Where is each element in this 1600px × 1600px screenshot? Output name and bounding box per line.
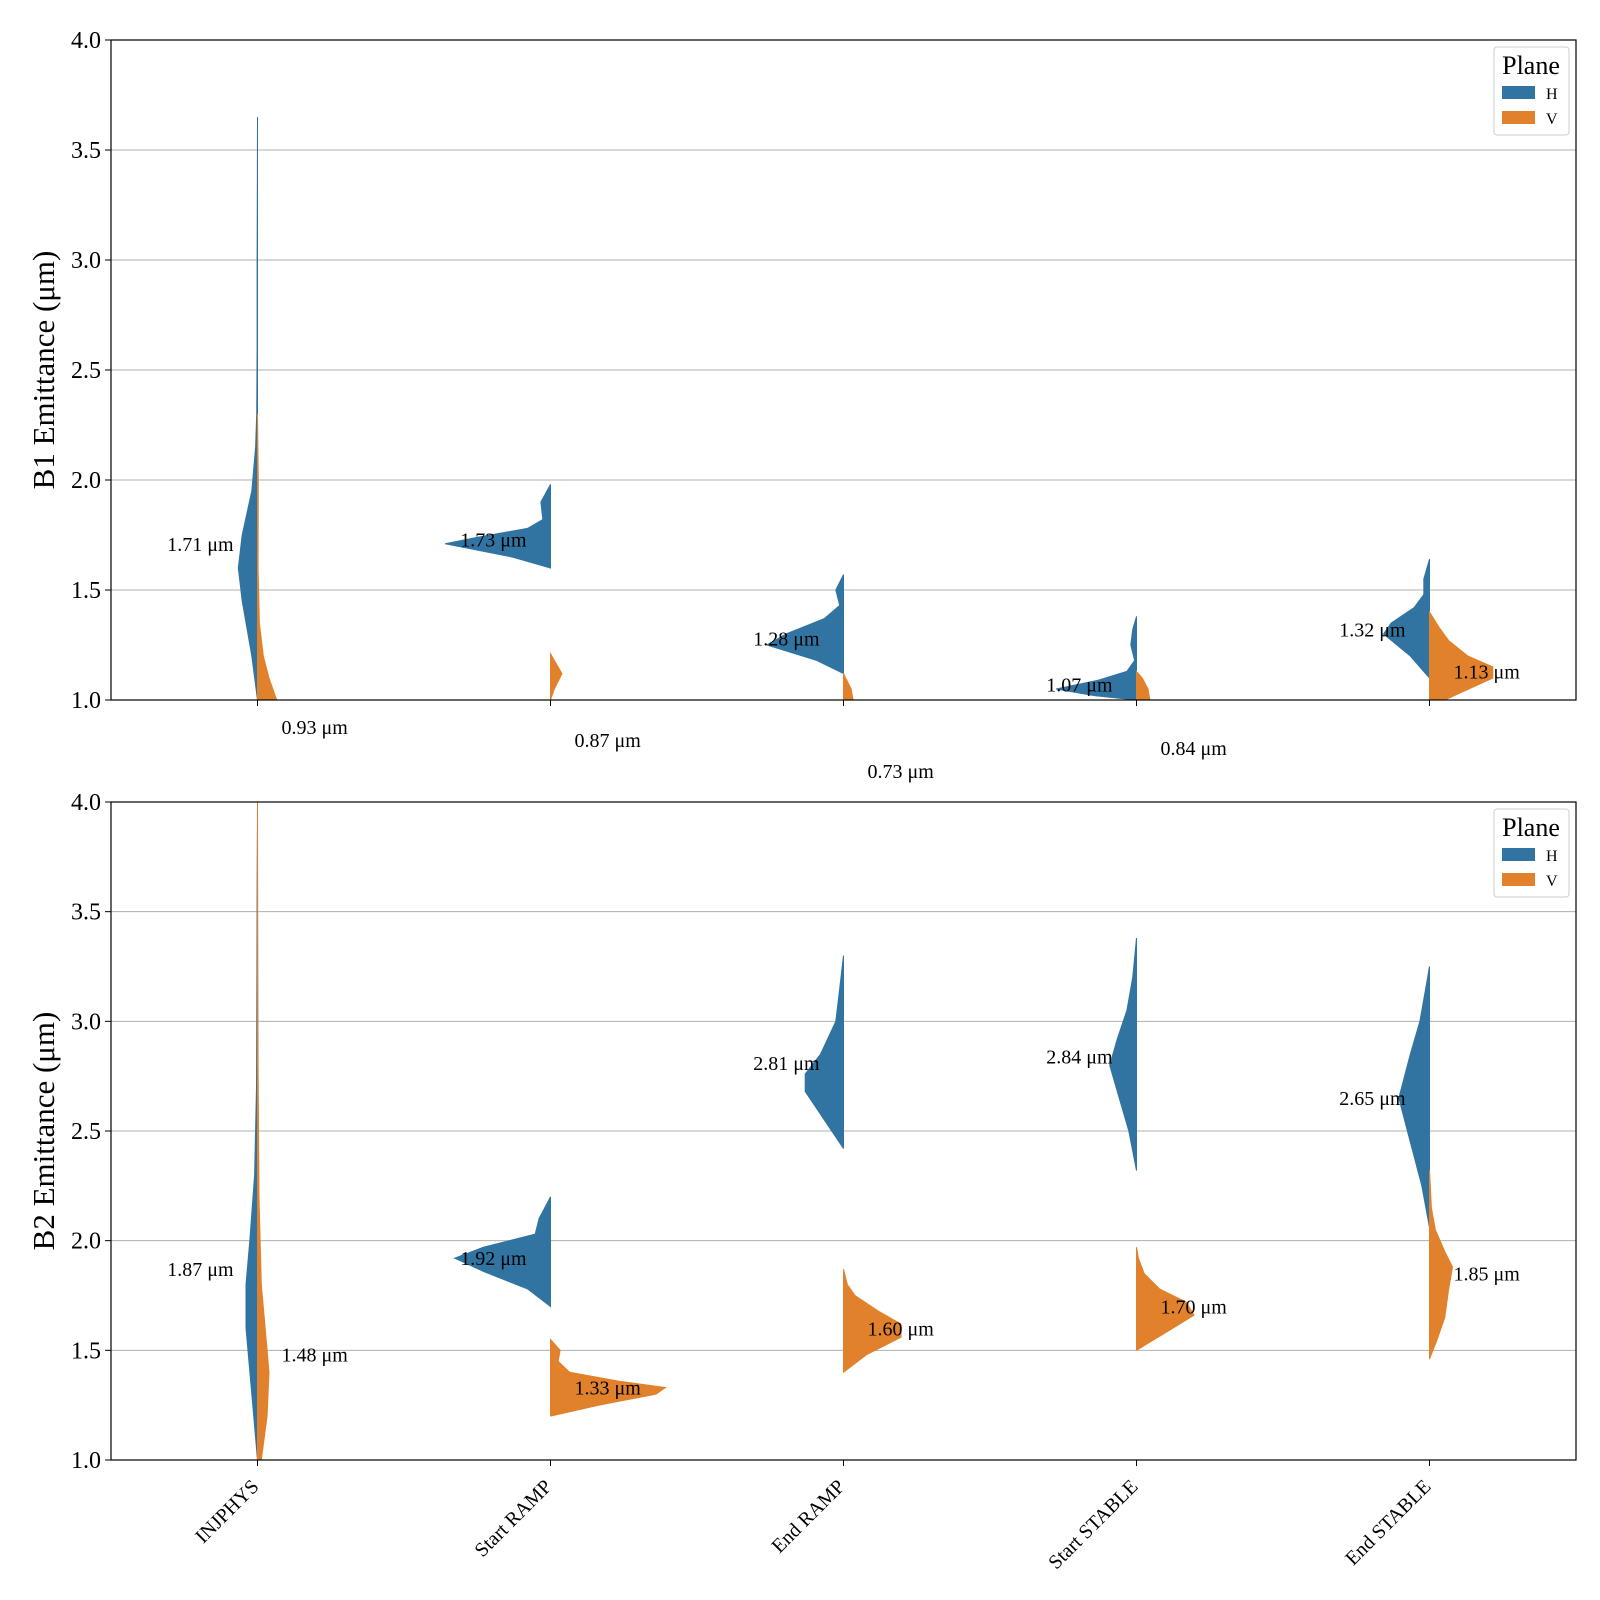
violin-h-4 [1382,559,1430,680]
violin-h-0 [237,116,258,701]
x-category-label: End RAMP [767,1476,849,1558]
y-tick-label: 1.0 [71,688,101,714]
y-tick-label: 4.0 [71,28,101,54]
median-label-v: 1.85 μm [1454,1264,1521,1286]
violin-v-1 [550,1338,667,1417]
violin-h-2 [765,574,844,675]
panel-b1-legend: Plane H V [1493,46,1570,136]
panel-b1-y-axis: 1.0 1.5 2.0 2.5 3.0 3.5 4.0 [71,28,111,714]
panel-b2-category-labels: INJPHYS Start RAMP End RAMP Start STABLE End… [191,1476,1435,1574]
median-label-v: 1.33 μm [575,1378,642,1400]
panel-b2-x-axis [257,1460,1430,1466]
y-tick-label: 3.0 [71,248,101,274]
median-label-h: 2.65 μm [1339,1088,1406,1110]
y-tick-label: 4.0 [71,790,101,816]
y-tick-label: 3.5 [71,138,101,164]
violin-h-1 [445,484,551,569]
panel-b1: 1.01.52.02.53.03.54.0 B1 Emittance (μm) … [26,28,1577,783]
median-label-h: 2.84 μm [1046,1046,1113,1068]
panel-b1-legend-swatch-v [1502,111,1535,124]
panel-b2-y-axis: 1.0 1.5 2.0 2.5 3.0 3.5 4.0 [71,790,111,1474]
x-category-label: Start RAMP [470,1476,556,1562]
median-label-v: 0.84 μm [1161,738,1228,760]
panel-b1-violins [237,116,1494,701]
violin-v-0 [257,801,270,1461]
panel-b1-median-labels: 1.71 μm 1.73 μm 1.28 μm 1.07 μm 1.32 μm 0.93 … [167,529,1520,783]
panel-b2-legend-label-h: H [1546,848,1558,865]
panel-b2-violins [245,801,1454,1461]
median-label-v: 1.13 μm [1454,661,1521,683]
median-label-v: 1.70 μm [1161,1296,1228,1318]
violin-v-0 [257,413,278,701]
x-category-label: INJPHYS [191,1476,263,1548]
y-tick-label: 1.5 [71,1338,101,1364]
median-label-h: 1.07 μm [1046,675,1113,697]
y-tick-label: 2.5 [71,1119,101,1145]
y-tick-label: 2.5 [71,358,101,384]
violin-h-2 [804,955,844,1149]
median-label-v: 0.87 μm [575,730,642,752]
y-tick-label: 3.5 [71,900,101,926]
y-tick-label: 2.0 [71,1229,101,1255]
panel-b1-legend-label-v: V [1546,111,1558,128]
violin-h-3 [1055,616,1137,701]
panel-b2-legend: Plane H V [1493,808,1570,898]
panel-b1-legend-swatch-h [1502,86,1535,99]
panel-b1-legend-label-h: H [1546,86,1558,103]
violin-h-1 [453,1196,551,1308]
x-category-label: Start STABLE [1044,1476,1142,1574]
median-label-v: 1.60 μm [868,1318,935,1340]
median-label-h: 1.71 μm [167,534,234,556]
median-label-v: 0.93 μm [282,717,349,739]
median-label-h: 1.32 μm [1339,620,1406,642]
y-tick-label: 3.0 [71,1009,101,1035]
violin-v-2 [843,1269,902,1374]
median-label-h: 1.87 μm [167,1259,234,1281]
violin-v-2 [843,673,854,701]
x-category-label: End STABLE [1341,1476,1435,1570]
y-tick-label: 1.0 [71,1448,101,1474]
violin-v-4 [1429,610,1494,701]
median-label-v: 1.48 μm [282,1345,349,1367]
median-label-h: 1.73 μm [460,529,527,551]
median-label-h: 1.92 μm [460,1248,527,1270]
panel-b2: 1.01.52.02.53.03.54.0 B2 Emittance (μm) … [26,790,1577,1574]
panel-b1-legend-title: Plane [1502,51,1560,80]
panel-b2-y-axis-label: B2 Emittance (μm) [26,1012,61,1251]
panel-b2-legend-title: Plane [1502,813,1560,842]
median-label-v: 0.73 μm [868,761,935,783]
violin-v-3 [1136,1247,1195,1351]
violin-h-3 [1109,937,1137,1171]
violin-h-4 [1398,966,1430,1228]
panel-b2-legend-swatch-h [1502,848,1535,861]
y-tick-label: 2.0 [71,468,101,494]
median-label-h: 1.28 μm [753,628,820,650]
panel-b2-legend-label-v: V [1546,873,1558,890]
violin-v-3 [1136,670,1151,701]
violin-v-4 [1429,1170,1454,1360]
y-tick-label: 1.5 [71,578,101,604]
panel-b2-legend-swatch-v [1502,873,1535,886]
median-label-h: 2.81 μm [753,1053,820,1075]
violin-v-1 [550,651,563,701]
panel-b1-y-axis-label: B1 Emittance (μm) [26,251,61,490]
panel-b1-x-axis [257,700,1430,706]
panel-b2-median-labels: 1.87 μm 1.92 μm 2.81 μm 2.84 μm 2.65 μm 1.48 … [167,1046,1520,1399]
